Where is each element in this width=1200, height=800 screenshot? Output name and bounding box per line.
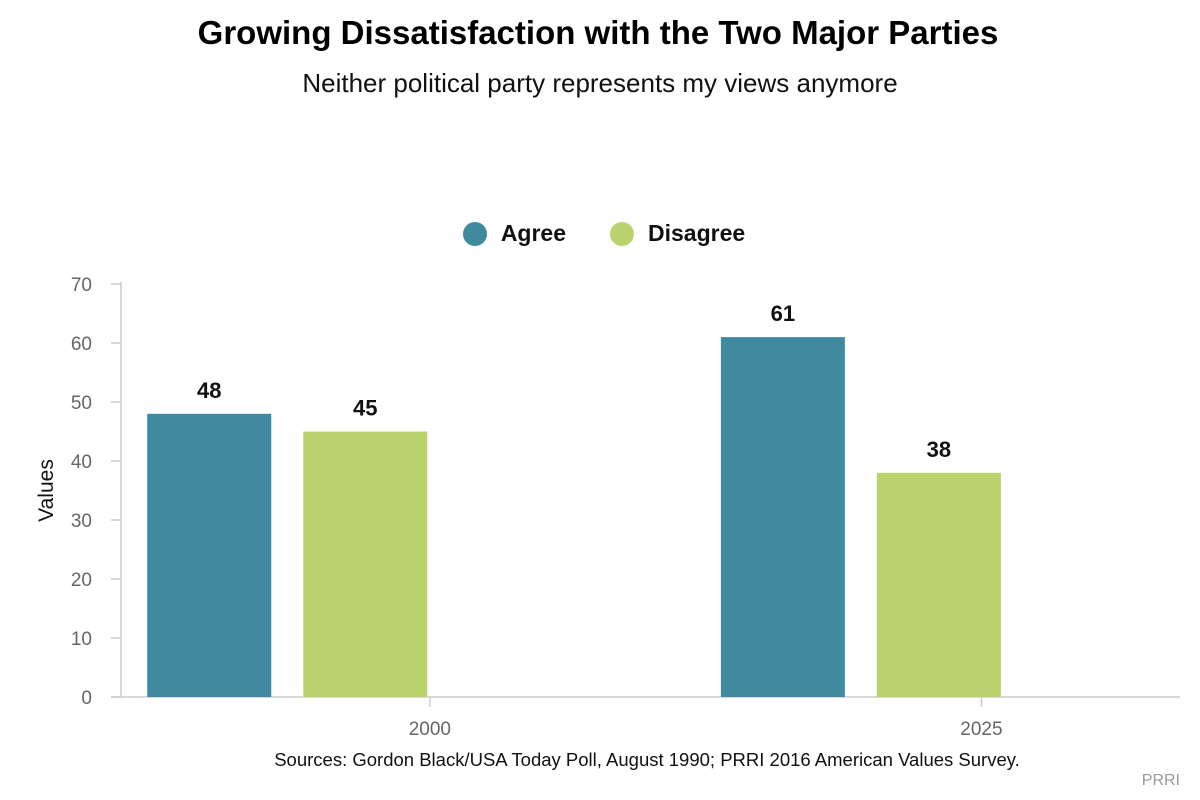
y-axis-label: Values: [35, 459, 58, 522]
legend-item-agree[interactable]: Agree: [462, 220, 567, 247]
y-tick-label: 70: [71, 275, 92, 296]
y-tick-label: 50: [71, 393, 92, 414]
bar-disagree-1990: [303, 431, 428, 697]
bar-agree-1990: [147, 413, 272, 697]
bar-disagree-2016: [876, 472, 1001, 697]
data-label-agree-2016: 61: [771, 301, 795, 326]
y-tick-label: 60: [71, 334, 92, 355]
legend: Agree Disagree: [0, 220, 1200, 247]
y-tick-label: 10: [71, 629, 92, 650]
y-tick-label: 30: [71, 511, 92, 532]
x-tick-label: 2000: [409, 719, 451, 740]
x-tick-label: 2025: [960, 719, 1002, 740]
legend-label-disagree: Disagree: [648, 220, 746, 246]
legend-label-agree: Agree: [500, 220, 567, 246]
data-label-disagree-1990: 45: [353, 396, 377, 421]
legend-item-disagree[interactable]: Disagree: [610, 220, 745, 247]
chart-title: Growing Dissatisfaction with the Two Maj…: [197, 14, 999, 51]
source-note: Sources: Gordon Black/USA Today Poll, Au…: [274, 749, 1020, 770]
y-tick-label: 0: [81, 688, 92, 709]
bar-agree-2016: [720, 337, 845, 697]
y-tick-label: 40: [71, 452, 92, 473]
legend-swatch-agree: [462, 221, 487, 246]
data-label-disagree-2016: 38: [927, 437, 951, 462]
legend-swatch-disagree: [610, 221, 635, 246]
data-label-agree-1990: 48: [197, 378, 221, 403]
chart-subtitle: Neither political party represents my vi…: [302, 68, 898, 98]
y-tick-label: 20: [71, 570, 92, 591]
credit-label: PRRI: [1141, 772, 1180, 789]
